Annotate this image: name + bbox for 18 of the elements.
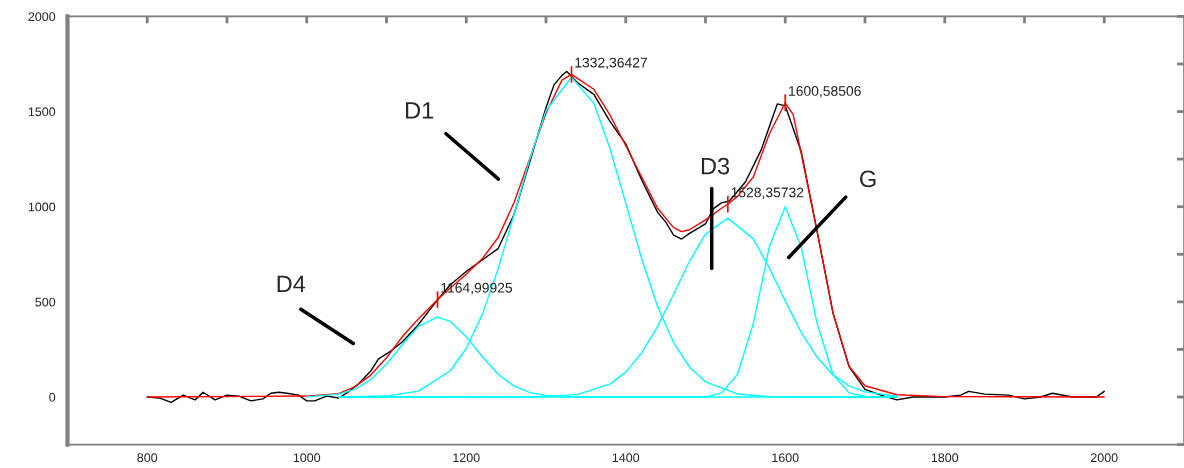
annotation: D1 bbox=[406, 102, 434, 119]
x-tick-label: 1200 bbox=[453, 453, 480, 463]
annotation: G bbox=[860, 170, 876, 188]
y-tick-label: 500 bbox=[35, 297, 56, 307]
x-tick-label: 800 bbox=[137, 453, 158, 463]
annotation: 1332,36427 bbox=[575, 57, 647, 70]
x-tick-label: 2000 bbox=[1090, 453, 1118, 463]
x-tick-label: 1400 bbox=[612, 453, 640, 463]
y-tick-label: 1000 bbox=[28, 202, 56, 212]
y-tick-label: 2000 bbox=[28, 12, 56, 22]
annotation: 1600,58506 bbox=[789, 86, 861, 98]
annotation: D3 bbox=[701, 157, 730, 175]
annotation: D4 bbox=[277, 275, 306, 292]
x-tick-label: 1600 bbox=[772, 453, 799, 463]
x-tick-label: 1800 bbox=[931, 453, 959, 463]
x-tick-label: 1000 bbox=[293, 453, 321, 463]
y-tick-label: 0 bbox=[49, 392, 56, 402]
y-tick-label: 1500 bbox=[28, 107, 56, 117]
